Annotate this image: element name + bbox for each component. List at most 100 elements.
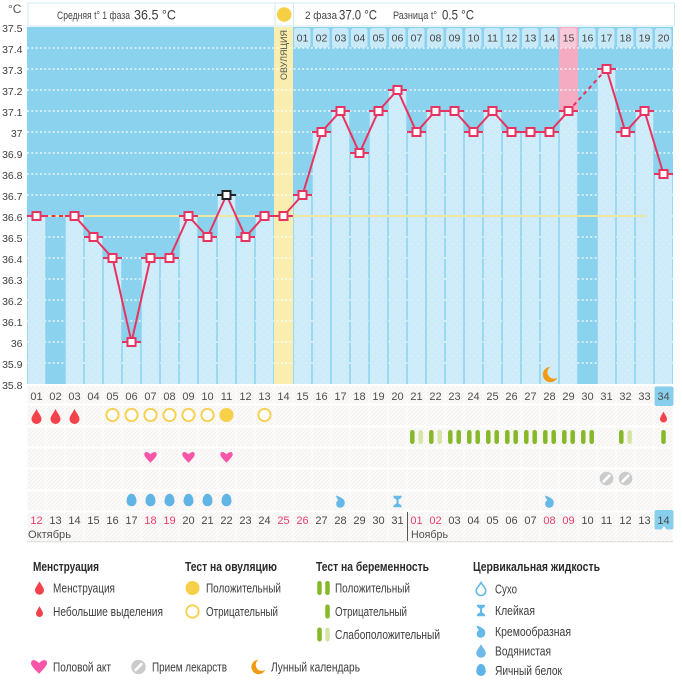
svg-text:37.2: 37.2 — [2, 86, 23, 98]
svg-text:07: 07 — [411, 33, 423, 45]
svg-text:21: 21 — [201, 515, 213, 527]
svg-text:32: 32 — [619, 391, 631, 403]
svg-text:27: 27 — [524, 391, 536, 403]
svg-text:36.6: 36.6 — [2, 212, 23, 224]
svg-text:07: 07 — [144, 391, 156, 403]
svg-text:36.7: 36.7 — [2, 191, 23, 203]
svg-text:07: 07 — [524, 515, 536, 527]
svg-text:09: 09 — [182, 391, 194, 403]
svg-text:Тест на беременность: Тест на беременность — [316, 559, 429, 574]
svg-text:10: 10 — [201, 391, 213, 403]
svg-text:10: 10 — [581, 515, 593, 527]
svg-text:Менструация: Менструация — [53, 582, 115, 596]
svg-text:11: 11 — [221, 391, 232, 403]
svg-text:01: 01 — [297, 33, 309, 45]
svg-text:12: 12 — [619, 515, 631, 527]
svg-text:13: 13 — [258, 391, 270, 403]
svg-text:11: 11 — [487, 33, 498, 45]
svg-text:Кремообразная: Кремообразная — [495, 625, 571, 639]
svg-text:30: 30 — [372, 515, 384, 527]
svg-text:12: 12 — [506, 33, 518, 45]
svg-text:18: 18 — [620, 33, 632, 45]
svg-text:24: 24 — [467, 391, 479, 403]
svg-text:25: 25 — [486, 391, 498, 403]
svg-text:36.3: 36.3 — [2, 275, 23, 287]
svg-text:Положительный: Положительный — [335, 582, 410, 596]
svg-text:Разница t°: Разница t° — [393, 10, 437, 22]
svg-text:13: 13 — [49, 515, 61, 527]
svg-text:02: 02 — [49, 391, 61, 403]
svg-text:06: 06 — [505, 515, 517, 527]
svg-text:37.1: 37.1 — [2, 107, 23, 119]
svg-text:08: 08 — [163, 391, 175, 403]
svg-text:Отрицательный: Отрицательный — [206, 605, 278, 619]
svg-text:34: 34 — [657, 391, 669, 403]
svg-text:28: 28 — [334, 515, 346, 527]
svg-text:17: 17 — [334, 391, 346, 403]
svg-text:36: 36 — [11, 338, 23, 350]
svg-text:09: 09 — [449, 33, 461, 45]
svg-text:37.4: 37.4 — [2, 44, 23, 56]
svg-text:02: 02 — [429, 515, 441, 527]
svg-text:36.5 °C: 36.5 °C — [134, 7, 176, 23]
svg-text:33: 33 — [638, 391, 650, 403]
svg-text:03: 03 — [335, 33, 347, 45]
svg-text:14: 14 — [544, 33, 556, 45]
svg-text:37.0 °C: 37.0 °C — [339, 7, 377, 23]
svg-text:0.5 °C: 0.5 °C — [442, 7, 474, 23]
svg-text:35.8: 35.8 — [2, 380, 23, 392]
svg-text:36.1: 36.1 — [2, 317, 23, 329]
svg-text:15: 15 — [296, 391, 308, 403]
svg-text:06: 06 — [125, 391, 137, 403]
svg-text:2 фаза: 2 фаза — [305, 10, 338, 22]
svg-text:05: 05 — [373, 33, 385, 45]
svg-text:Лунный календарь: Лунный календарь — [271, 661, 360, 675]
svg-text:05: 05 — [486, 515, 498, 527]
svg-text:14: 14 — [657, 515, 669, 527]
svg-text:20: 20 — [391, 391, 403, 403]
svg-text:04: 04 — [467, 515, 479, 527]
svg-text:16: 16 — [582, 33, 594, 45]
svg-text:15: 15 — [563, 33, 575, 45]
svg-text:36.5: 36.5 — [2, 233, 23, 245]
svg-text:Октябрь: Октябрь — [28, 529, 71, 541]
svg-text:20: 20 — [658, 33, 670, 45]
svg-text:Цервикальная жидкость: Цервикальная жидкость — [473, 559, 600, 574]
svg-text:Слабоположительный: Слабоположительный — [335, 628, 440, 642]
svg-text:Тест на овуляцию: Тест на овуляцию — [185, 559, 277, 574]
svg-text:14: 14 — [68, 515, 80, 527]
svg-text:36.4: 36.4 — [2, 254, 23, 266]
svg-text:29: 29 — [562, 391, 574, 403]
svg-text:15: 15 — [87, 515, 99, 527]
svg-text:23: 23 — [448, 391, 460, 403]
svg-text:Клейкая: Клейкая — [495, 604, 535, 618]
svg-text:13: 13 — [525, 33, 537, 45]
svg-text:37.5: 37.5 — [2, 23, 23, 35]
svg-text:Отрицательный: Отрицательный — [335, 605, 407, 619]
svg-text:01: 01 — [410, 515, 422, 527]
svg-text:30: 30 — [581, 391, 593, 403]
svg-text:29: 29 — [353, 515, 365, 527]
svg-text:Менструация: Менструация — [33, 559, 99, 574]
svg-text:Яичный белок: Яичный белок — [495, 664, 562, 678]
svg-text:25: 25 — [277, 515, 289, 527]
svg-text:37.3: 37.3 — [2, 65, 23, 77]
svg-text:Половой акт: Половой акт — [53, 661, 111, 675]
svg-text:31: 31 — [600, 391, 612, 403]
svg-text:04: 04 — [87, 391, 99, 403]
svg-text:03: 03 — [448, 515, 460, 527]
svg-text:17: 17 — [601, 33, 613, 45]
svg-text:26: 26 — [505, 391, 517, 403]
svg-text:31: 31 — [391, 515, 403, 527]
svg-text:19: 19 — [163, 515, 175, 527]
svg-text:35.9: 35.9 — [2, 359, 23, 371]
svg-text:22: 22 — [429, 391, 441, 403]
svg-text:19: 19 — [372, 391, 384, 403]
svg-text:23: 23 — [239, 515, 251, 527]
svg-text:18: 18 — [144, 515, 156, 527]
svg-text:20: 20 — [182, 515, 194, 527]
svg-text:10: 10 — [468, 33, 480, 45]
svg-text:13: 13 — [638, 515, 650, 527]
svg-text:17: 17 — [125, 515, 137, 527]
svg-text:°C: °C — [8, 2, 22, 16]
